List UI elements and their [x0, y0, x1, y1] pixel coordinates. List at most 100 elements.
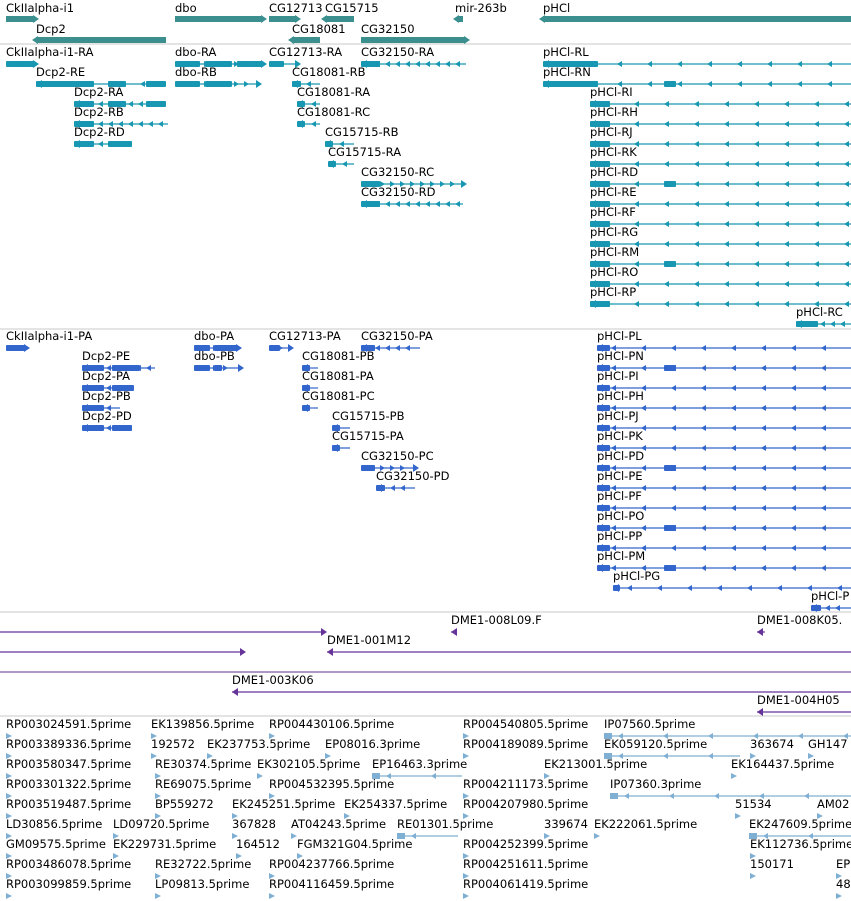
- est-feature[interactable]: EP16463.3prime: [372, 757, 467, 779]
- gene-feature[interactable]: pHCl: [539, 1, 851, 23]
- est-feature[interactable]: RP004211173.5prime: [463, 777, 588, 799]
- est-feature[interactable]: 164512: [236, 837, 280, 859]
- est-feature[interactable]: RP003301322.5prime: [6, 777, 131, 799]
- est-feature[interactable]: 367828: [232, 817, 276, 839]
- transcript-feature[interactable]: pHCl-RK: [590, 145, 851, 168]
- est-feature[interactable]: RP003024591.5prime: [6, 717, 131, 739]
- est-feature[interactable]: 363674: [750, 737, 794, 759]
- protein-feature[interactable]: CG32150-PD: [376, 469, 450, 492]
- transcript-feature[interactable]: pHCl-RN: [543, 65, 851, 88]
- protein-feature[interactable]: Dcp2-PA: [82, 369, 134, 392]
- gene-feature[interactable]: mir-263b: [453, 1, 507, 23]
- est-feature[interactable]: AT04243.5prime: [291, 817, 386, 839]
- est-feature[interactable]: RP004207980.5prime: [463, 797, 588, 819]
- gene-feature[interactable]: CkIIalpha-i1: [6, 1, 74, 23]
- transcript-feature[interactable]: CG32150-RA: [361, 45, 466, 68]
- protein-feature[interactable]: CG18081-PB: [302, 349, 375, 372]
- est-feature[interactable]: IP07560.5prime: [604, 717, 851, 739]
- gene-feature[interactable]: CG32150: [361, 22, 470, 44]
- gene-feature[interactable]: CG18081: [288, 22, 346, 44]
- protein-feature[interactable]: Dcp2-PE: [82, 349, 155, 372]
- est-feature[interactable]: RP004251611.5prime: [463, 857, 588, 879]
- est-feature[interactable]: EK222061.5prime: [594, 817, 697, 839]
- transcript-feature[interactable]: pHCl-RL: [543, 45, 851, 68]
- bac-clone-feature[interactable]: [0, 648, 246, 656]
- transcript-feature[interactable]: Dcp2-RD: [74, 125, 132, 148]
- est-feature[interactable]: RP003519487.5prime: [6, 797, 131, 819]
- protein-feature[interactable]: Dcp2-PB: [82, 389, 131, 412]
- est-feature[interactable]: FGM321G04.5prime: [297, 837, 412, 859]
- protein-feature[interactable]: pHCl-PF: [597, 489, 851, 512]
- est-feature[interactable]: EK112736.5prime: [750, 837, 851, 859]
- bac-clone-feature[interactable]: DME1-001M12: [327, 633, 851, 656]
- est-feature[interactable]: 51534: [735, 797, 772, 819]
- protein-feature[interactable]: CG32150-PA: [361, 329, 433, 352]
- transcript-feature[interactable]: pHCl-RJ: [590, 125, 851, 148]
- transcript-feature[interactable]: dbo-RB: [175, 65, 262, 88]
- transcript-feature[interactable]: CkIIalpha-i1-RA: [6, 45, 94, 68]
- transcript-feature[interactable]: pHCl-RE: [590, 185, 851, 208]
- transcript-feature[interactable]: dbo-RA: [175, 45, 267, 68]
- est-feature[interactable]: 48: [836, 877, 851, 899]
- protein-feature[interactable]: pHCl-PH: [597, 389, 851, 412]
- bac-clone-feature[interactable]: DME1-008K05.: [757, 613, 842, 636]
- protein-feature[interactable]: CG15715-PB: [332, 409, 405, 432]
- protein-feature[interactable]: pHCl-PN: [597, 349, 851, 372]
- gene-feature[interactable]: CG12713: [269, 1, 323, 23]
- protein-feature[interactable]: dbo-PA: [194, 329, 242, 352]
- transcript-feature[interactable]: pHCl-RH: [590, 105, 851, 128]
- est-feature[interactable]: EK139856.5prime: [151, 717, 254, 739]
- bac-clone-feature[interactable]: [0, 628, 327, 636]
- est-feature[interactable]: IP07360.3prime: [610, 777, 851, 799]
- transcript-feature[interactable]: pHCl-RI: [590, 85, 851, 108]
- protein-feature[interactable]: CkIIalpha-i1-PA: [6, 329, 92, 352]
- protein-feature[interactable]: pHCl-PO: [597, 509, 851, 532]
- est-feature[interactable]: RP004189089.5prime: [463, 737, 588, 759]
- transcript-feature[interactable]: CG15715-RB: [325, 125, 399, 148]
- protein-feature[interactable]: CG18081-PA: [302, 369, 374, 392]
- transcript-feature[interactable]: CG18081-RC: [297, 105, 370, 128]
- est-feature[interactable]: RP003486078.5prime: [6, 857, 131, 879]
- protein-feature[interactable]: CG18081-PC: [302, 389, 375, 412]
- est-feature[interactable]: EK229731.5prime: [113, 837, 216, 859]
- est-feature[interactable]: LD30856.5prime: [6, 817, 102, 839]
- bac-clone-feature[interactable]: DME1-004H05: [757, 693, 851, 716]
- transcript-feature[interactable]: CG18081-RA: [297, 85, 370, 108]
- est-feature[interactable]: RP003580347.5prime: [6, 757, 131, 779]
- est-feature[interactable]: RP004532395.5prime: [269, 777, 394, 799]
- est-feature[interactable]: GH147: [808, 737, 848, 759]
- est-feature[interactable]: RE69075.5prime: [155, 777, 251, 799]
- est-feature[interactable]: 150171: [750, 857, 794, 879]
- est-feature[interactable]: RP004061419.5prime: [463, 877, 588, 899]
- transcript-feature[interactable]: pHCl-RC: [796, 305, 851, 328]
- protein-feature[interactable]: pHCl-PD: [597, 449, 851, 472]
- protein-feature[interactable]: CG15715-PA: [332, 429, 404, 452]
- est-feature[interactable]: EK245251.5prime: [232, 797, 335, 819]
- transcript-feature[interactable]: pHCl-RP: [590, 285, 851, 308]
- transcript-feature[interactable]: pHCl-RF: [590, 205, 851, 228]
- protein-feature[interactable]: CG32150-PC: [361, 449, 434, 472]
- protein-feature[interactable]: pHCl-PM: [597, 549, 851, 572]
- est-feature[interactable]: RP003099859.5prime: [6, 877, 131, 899]
- bac-clone-feature[interactable]: DME1-003K06: [232, 673, 851, 696]
- est-feature[interactable]: BP559272: [155, 797, 214, 819]
- transcript-feature[interactable]: CG18081-RB: [292, 65, 366, 88]
- transcript-feature[interactable]: Dcp2-RE: [36, 65, 166, 88]
- transcript-feature[interactable]: CG15715-RA: [328, 145, 401, 168]
- est-feature[interactable]: LD09720.5prime: [113, 817, 209, 839]
- protein-feature[interactable]: pHCl-PG: [613, 569, 851, 592]
- est-feature[interactable]: EK237753.5prime: [207, 737, 310, 759]
- protein-feature[interactable]: pHCl-P: [811, 589, 851, 612]
- protein-feature[interactable]: dbo-PB: [194, 349, 244, 372]
- est-feature[interactable]: GM09575.5prime: [6, 837, 106, 859]
- transcript-feature[interactable]: CG32150-RC: [361, 165, 467, 188]
- est-feature[interactable]: EK254337.5prime: [344, 797, 447, 819]
- transcript-feature[interactable]: pHCl-RM: [590, 245, 851, 268]
- est-feature[interactable]: 192572: [151, 737, 195, 759]
- transcript-feature[interactable]: CG12713-RA: [269, 45, 342, 68]
- transcript-feature[interactable]: CG32150-RD: [361, 185, 463, 208]
- est-feature[interactable]: RP004252399.5prime: [463, 837, 588, 859]
- est-feature[interactable]: EP08016.3prime: [325, 737, 420, 759]
- est-feature[interactable]: 339674: [544, 817, 588, 839]
